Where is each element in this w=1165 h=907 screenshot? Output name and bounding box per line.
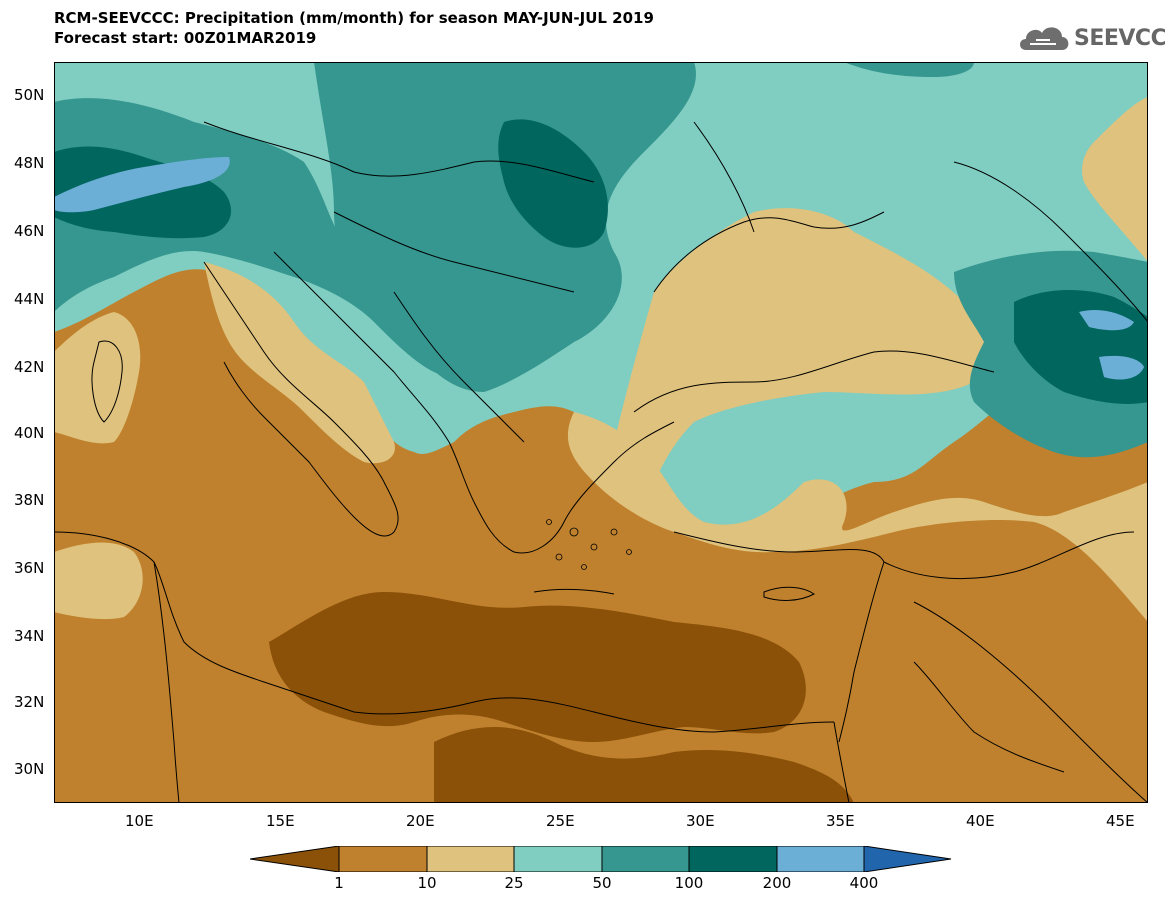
coastline-turkey-north [633,350,995,413]
island-1 [569,527,579,537]
border-lines-5 [953,161,1148,323]
lon-label: 45E [1106,812,1135,830]
lon-label: 10E [125,812,154,830]
border-lines-8 [153,561,180,803]
colorbar-segment-100-200 [688,846,778,872]
coastline-adriatic [273,251,475,503]
lat-label: 30N [14,760,45,778]
contour-1-10-libya [269,592,806,742]
colorbar-segment-200-400 [776,846,865,872]
colorbar-segment-25-50 [513,846,603,872]
colorbar-segment-below-1 [250,846,340,872]
contour-light-tan-ukraine [1082,97,1148,262]
contour-light-tan-northafrica [54,542,143,620]
colorbar-segment-50-100 [601,846,690,872]
colorbar-label: 200 [762,874,792,892]
coastline-cyprus [763,586,815,601]
lon-label: 35E [826,812,855,830]
lon-label: 40E [966,812,995,830]
island-5 [581,564,587,570]
contour-100-200-carpathians [498,119,608,248]
cloud-icon [1020,27,1069,50]
coastline-black-sea-north [653,211,885,293]
lat-label: 42N [14,358,45,376]
colorbar-label: 1 [334,874,344,892]
colorbar-label: 400 [849,874,879,892]
coastline-turkey-south [673,531,885,563]
colorbar-label: 100 [674,874,704,892]
lat-label: 48N [14,154,45,172]
contour-50-100-balkans [314,62,696,392]
map-title: RCM-SEEVCCC: Precipitation (mm/month) fo… [54,9,654,27]
colorbar-segment-10-25 [426,846,515,872]
colorbar-segment-1-10 [338,846,428,872]
seevccc-logo: SEEVCCC [1016,18,1165,58]
island-6 [626,549,632,555]
lat-label: 46N [14,222,45,240]
island-3 [555,553,563,561]
contour-1-10-southeast [434,727,854,803]
lon-label: 25E [546,812,575,830]
contour-50-100-northeast [844,62,974,77]
coastline-crete [533,588,615,595]
border-lines-1 [203,121,595,183]
contour-light-tan-blacksea [614,208,993,489]
coastline-italy [203,261,399,537]
contour-200-400-caucasus-1 [1079,310,1134,331]
forecast-start-label: Forecast start: 00Z01MAR2019 [54,29,317,47]
lat-label: 36N [14,559,45,577]
coastline-greece [473,421,675,554]
lat-label: 34N [14,627,45,645]
border-lines-4 [693,121,755,233]
coastline-sardinia [91,340,123,423]
border-lines-3 [393,291,525,443]
border-lines-2 [333,211,575,293]
island-4 [610,528,618,536]
map-frame [54,62,1148,803]
contour-light-tan-anatolia [567,412,1148,622]
contour-light-tan-italy [204,262,395,464]
precipitation-map [54,62,1148,803]
contour-200-400-caucasus-2 [1099,355,1144,380]
island-2 [590,543,598,551]
lat-label: 38N [14,491,45,509]
island-7 [546,519,552,525]
border-lines-7 [913,601,1148,803]
border-lines-9 [833,721,850,803]
lon-label: 15E [266,812,295,830]
coastline-levant [838,561,885,743]
lat-label: 44N [14,290,45,308]
contour-200-400-alps [54,157,230,213]
lat-label: 40N [14,424,45,442]
lat-label: 50N [14,86,45,104]
coastline-north-africa [54,531,835,733]
logo-text: SEEVCCC [1074,26,1165,51]
colorbar-segment-above-400 [863,846,952,872]
contour-light-tan-sardinia [54,312,141,444]
border-lines-10 [913,661,1065,773]
colorbar-label: 25 [504,874,524,892]
lat-label: 32N [14,693,45,711]
lon-label: 20E [406,812,435,830]
colorbar-label: 10 [417,874,437,892]
border-lines-6 [883,531,1135,580]
precipitation-colorbar [250,846,952,872]
colorbar-label: 50 [592,874,612,892]
lon-label: 30E [686,812,715,830]
